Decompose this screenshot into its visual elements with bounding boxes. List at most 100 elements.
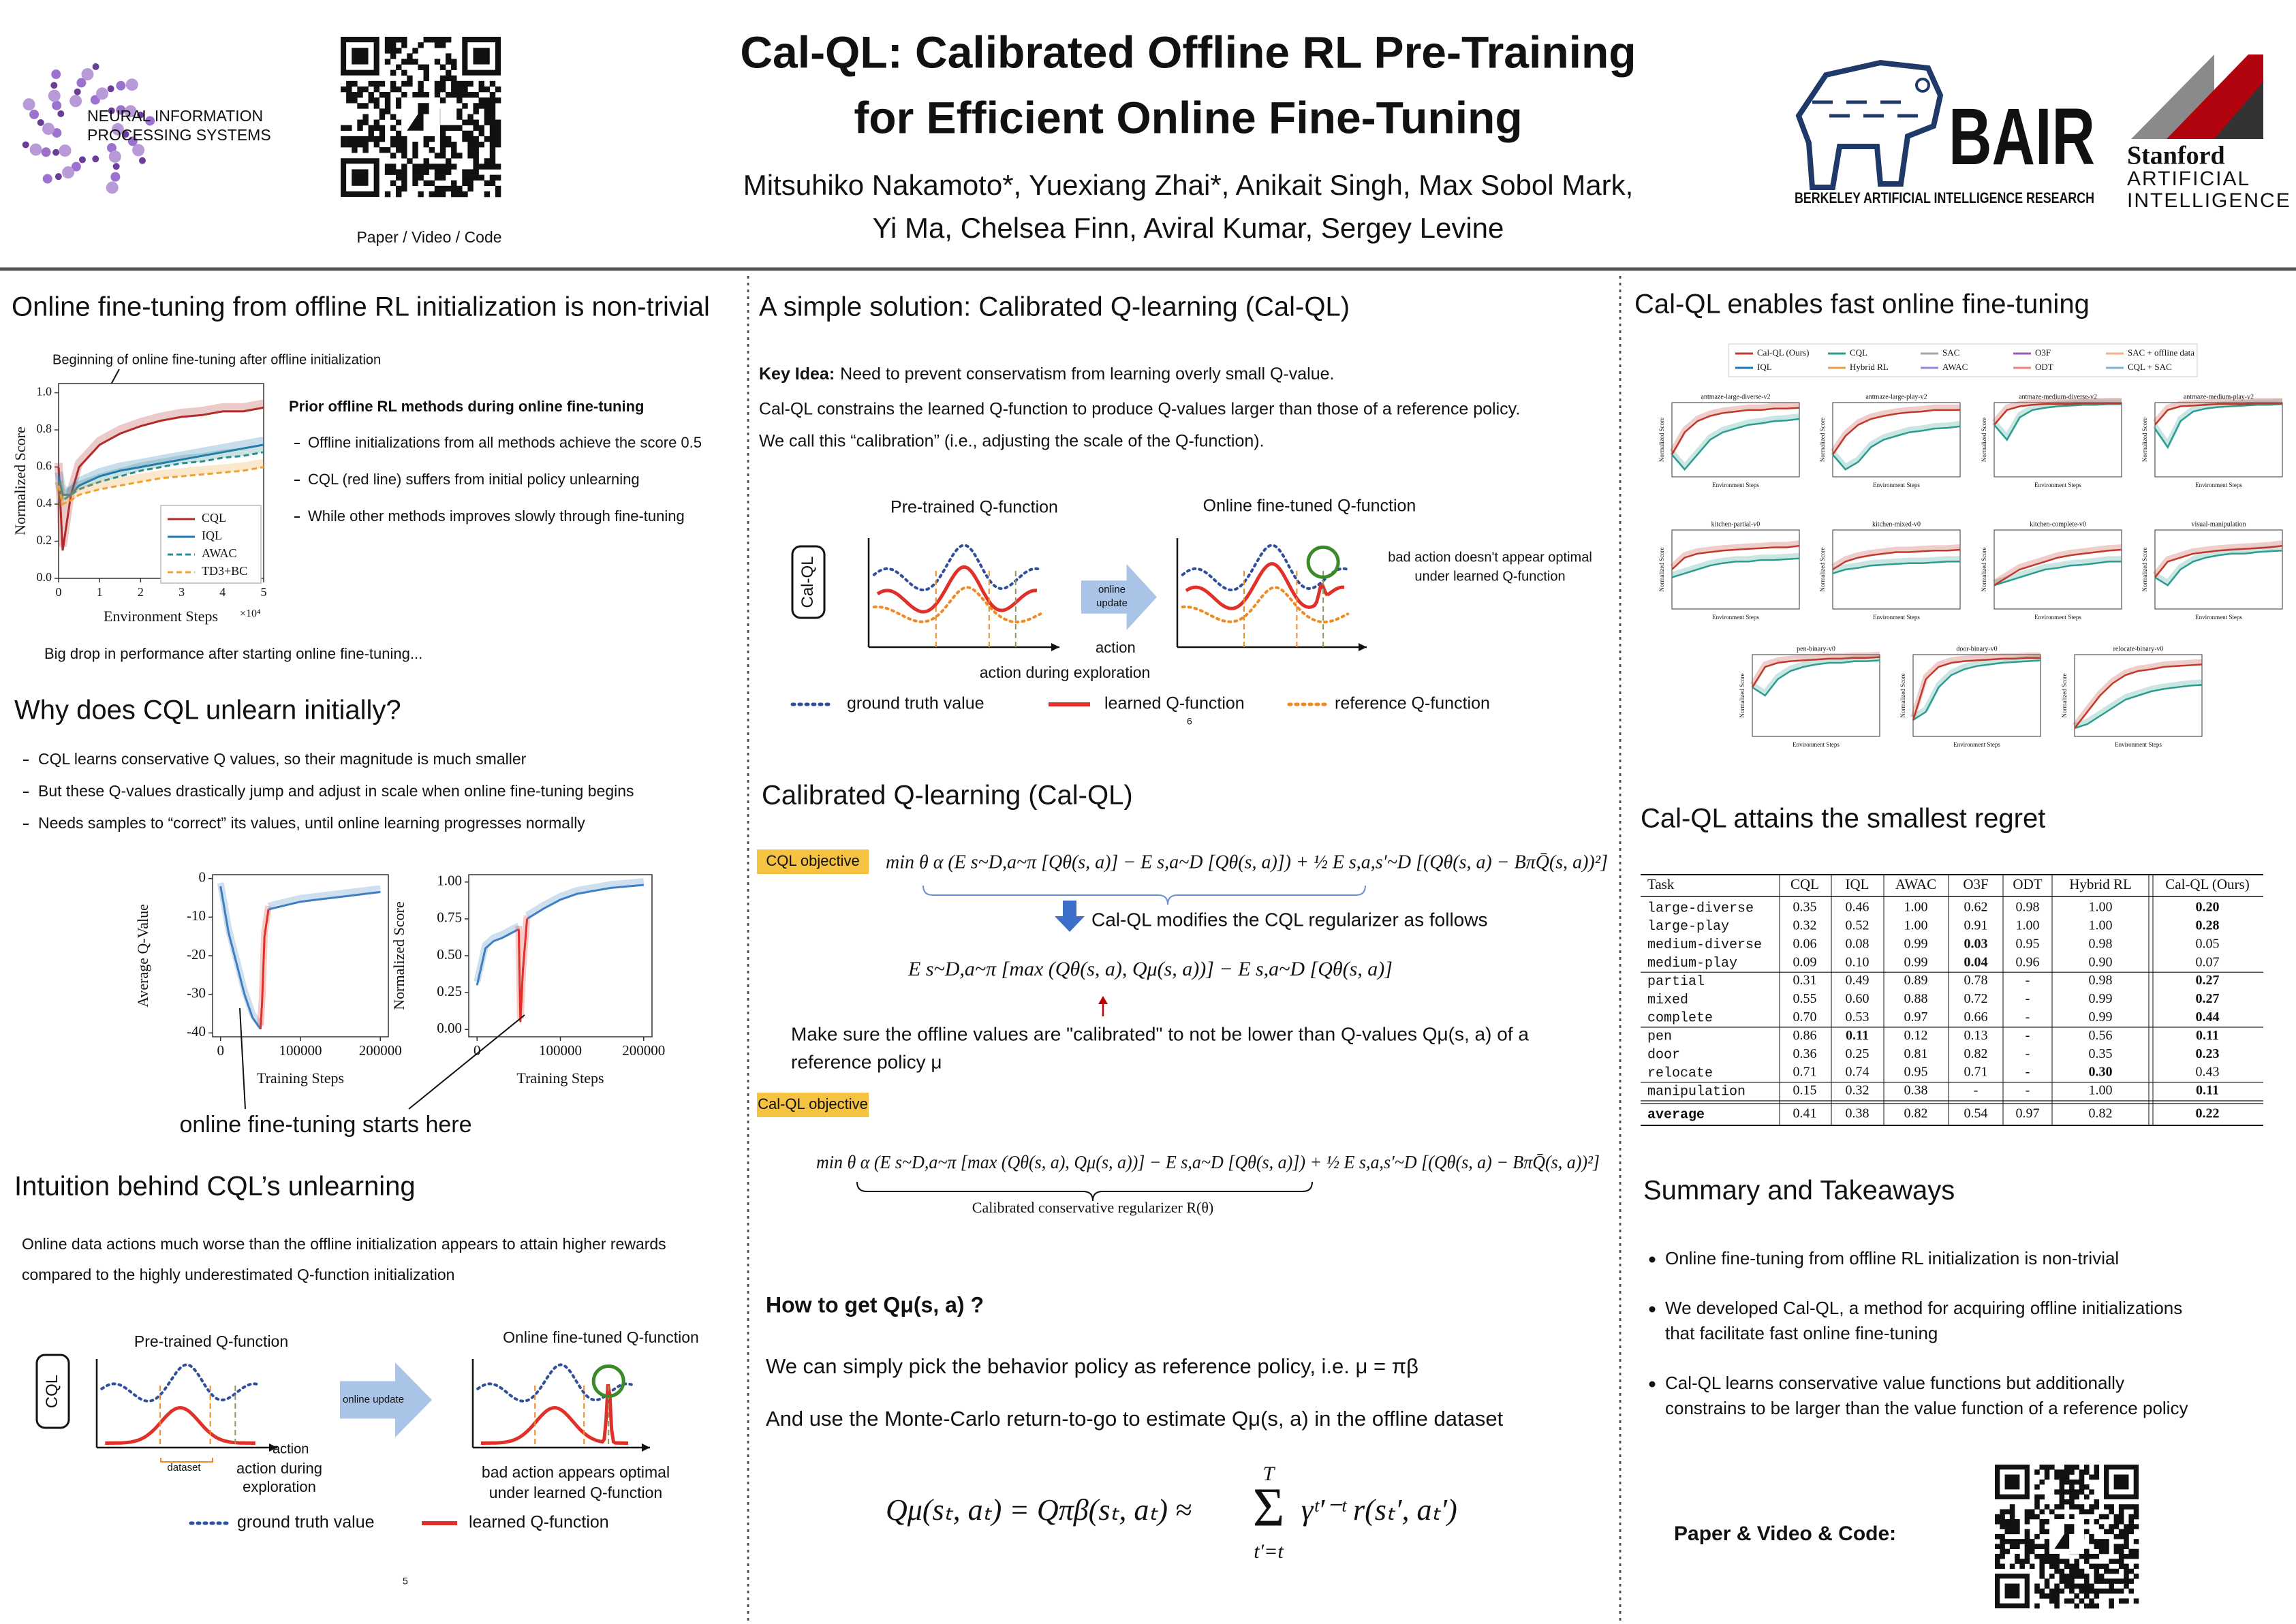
formula: min θ α (E s~D,a~π [Qθ(s, a)] − E s,a~D … [886,852,1608,873]
table-header: O3F [1963,876,1988,892]
qr-module [434,174,441,181]
qr-module [484,180,491,187]
qr-module [467,114,474,120]
qr-module [2089,1504,2094,1510]
y-axis-label: Normalized Score [1658,418,1665,462]
qr-module [2000,1544,2005,1549]
qr-module [2104,1504,2109,1510]
qr-module [2039,1593,2045,1599]
qr-module [484,108,491,114]
qr-finder [473,48,490,65]
series-line [2154,402,2282,426]
legend-label: Hybrid RL [1850,362,1889,372]
qr-module [439,64,446,70]
qr-module [456,185,463,192]
qr-module [2009,1509,2015,1515]
qr-module [390,125,397,131]
qr-module [439,75,446,82]
caption-pointer [408,1014,525,1110]
qr-module [2094,1469,2100,1475]
qr-module [2098,1548,2105,1555]
qr-module [396,174,402,181]
table-header: AWAC [1895,876,1936,892]
qr-module [473,147,479,153]
qr-module [451,86,457,93]
qr-module [2009,1504,2015,1510]
qr-module [2069,1578,2075,1584]
qr-module [423,136,429,142]
qr-module [412,180,418,187]
qr-module [2104,1529,2109,1535]
table-cell: 0.32 [1793,918,1817,933]
series-line [1671,544,1800,570]
logo-dot [50,82,58,89]
qr-module [484,103,491,109]
qr-module [373,119,380,125]
qr-module [379,147,386,153]
plot-title: relocate-binary-v0 [2113,645,2164,653]
qr-module [2004,1509,2011,1515]
qr-module [2113,1568,2120,1574]
qr-module [2054,1563,2060,1570]
qr-module [445,163,452,170]
qr-module [390,114,397,120]
x-tick-label: 1 [97,585,103,599]
table-cell: 0.99 [1904,936,1928,951]
qr-module [423,169,429,175]
annotation: exploration [243,1478,316,1495]
qr-module [473,119,479,125]
qr-module [456,92,463,98]
qr-module [2039,1465,2045,1470]
qr-module [2049,1559,2055,1564]
y-axis-label: Normalized Score [1819,547,1826,591]
qr-module [362,141,369,148]
qr-module [462,119,468,125]
qr-module [2133,1514,2139,1520]
qr-module [495,130,501,137]
qr-module [473,92,479,98]
qr-module [434,80,441,87]
qr-module [2074,1563,2079,1570]
table-cell: 0.04 [1964,954,1988,969]
table-cell: 0.11 [1846,1028,1869,1043]
qr-module [445,136,452,142]
qr-module [2029,1509,2035,1515]
annotation: Beginning of online fine-tuning after of… [52,352,381,367]
qr-module [2083,1469,2090,1475]
down-arrow [1055,901,1085,932]
qr-module [478,103,484,109]
table-cell: 0.20 [2196,900,2220,915]
y-tick-label: 0.2 [37,533,52,547]
qr-module [451,163,457,170]
ground-truth-curve [1181,544,1350,592]
legend-label: ODT [2035,362,2053,372]
formula: Qμ(sₜ, aₜ) = Qπβ(sₜ, aₜ) ≈ [886,1493,1192,1527]
table-cell: 0.99 [1904,954,1928,969]
qr-module [2059,1574,2065,1579]
qr-module [373,141,380,148]
qr-module [478,86,484,93]
qr-module [423,180,429,187]
qr-module [2029,1563,2035,1570]
qr-module [2034,1514,2040,1520]
caption-pointer [239,1008,246,1110]
qr-module [2044,1539,2050,1544]
table-cell: 0.12 [1904,1028,1928,1043]
qr-module [2015,1544,2020,1549]
qr-module [484,163,491,170]
qr-module [2064,1559,2070,1564]
tag: CQL objective [766,852,859,869]
table-cell: pen [1647,1029,1672,1045]
logo-dot [57,110,65,118]
qr-module [2069,1588,2075,1594]
table-cell: medium-play [1647,956,1737,971]
table-cell: 0.96 [2016,954,2040,969]
series-line [1671,557,1800,578]
qr-module [346,92,352,98]
series-band [2072,659,2203,728]
qr-module [2074,1504,2079,1510]
axis-arrow [1359,643,1367,651]
table-cell: 0.27 [2196,991,2220,1006]
qr-module [407,158,413,164]
qr-module [495,136,501,142]
